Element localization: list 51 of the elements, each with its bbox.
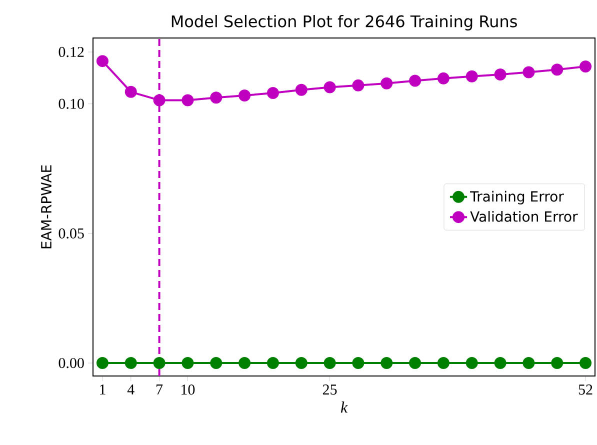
- point: [238, 90, 251, 102]
- x-tick-label: 7: [156, 384, 163, 394]
- point: [96, 55, 108, 68]
- point: [238, 357, 251, 370]
- point: [494, 357, 506, 370]
- point: [466, 70, 478, 82]
- legend-label: Training Error: [470, 190, 564, 204]
- point: [266, 357, 279, 370]
- x-tick-label: 52: [578, 384, 592, 395]
- point: [352, 357, 364, 370]
- point: [466, 357, 478, 370]
- point: [324, 81, 336, 94]
- point: [580, 60, 592, 73]
- point: [494, 68, 506, 81]
- point: [522, 66, 535, 78]
- point: [437, 72, 450, 84]
- point: [551, 64, 564, 76]
- x-tick-label: 4: [127, 384, 134, 394]
- x-tick-label: 10: [182, 384, 195, 395]
- legend-label: Validation Error: [470, 211, 578, 222]
- point: [182, 357, 194, 370]
- point: [124, 86, 137, 98]
- point: [380, 77, 393, 90]
- point: [153, 94, 166, 106]
- point: [551, 357, 564, 370]
- y-tick-label: 0.12: [58, 46, 84, 58]
- point: [96, 357, 108, 370]
- point: [409, 357, 422, 370]
- y-axis-title: EAM-RPWAE: [41, 165, 52, 248]
- x-tick-label: 1: [100, 384, 106, 394]
- point: [153, 357, 166, 370]
- y-tick-label: 0.00: [58, 358, 84, 368]
- point: [522, 357, 535, 370]
- y-tick-label: 0.10: [58, 98, 84, 109]
- chart-title: Model Selection Plot for 2646 Training Runs: [172, 14, 517, 30]
- point: [210, 92, 222, 104]
- point: [437, 357, 450, 370]
- point: [182, 94, 194, 106]
- point: [210, 357, 222, 370]
- y-tick-label: 0.05: [58, 228, 84, 239]
- point: [295, 357, 308, 370]
- point: [324, 357, 336, 370]
- point: [352, 79, 364, 92]
- point: [380, 357, 393, 370]
- x-tick-label: 25: [322, 384, 337, 395]
- point: [124, 357, 137, 370]
- point: [295, 84, 308, 96]
- point: [266, 86, 279, 99]
- point: [580, 357, 592, 370]
- point: [409, 74, 422, 87]
- x-axis-title: k: [340, 402, 348, 413]
